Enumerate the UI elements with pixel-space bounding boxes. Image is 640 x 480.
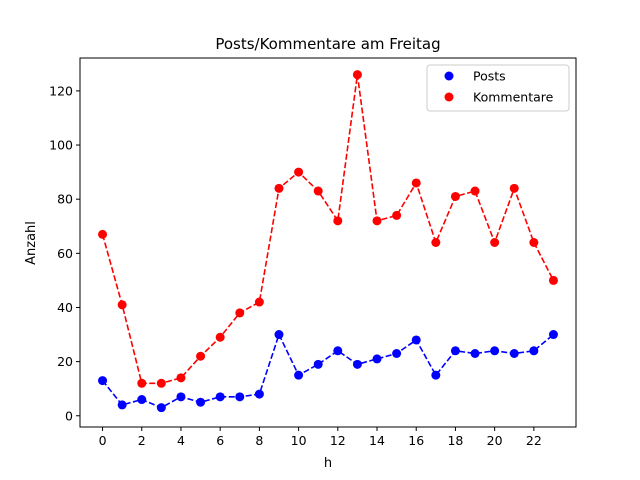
- data-point-kommentare: [156, 378, 166, 388]
- data-point-kommentare: [176, 373, 186, 383]
- x-tick-label: 20: [487, 433, 503, 448]
- data-point-kommentare: [509, 183, 519, 193]
- x-axis: 0 2 4 6 8 10 12 14 16 18 20 22: [99, 427, 542, 448]
- data-point-posts: [117, 400, 127, 410]
- data-point-posts: [392, 348, 402, 358]
- legend-box: [426, 64, 570, 112]
- data-point-posts: [235, 392, 245, 402]
- x-tick-label: 10: [291, 433, 307, 448]
- data-point-posts: [294, 370, 304, 380]
- x-tick-label: 22: [526, 433, 542, 448]
- x-tick-label: 4: [177, 433, 185, 448]
- data-point-posts: [450, 346, 460, 356]
- data-point-kommentare: [411, 178, 421, 188]
- data-point-posts: [98, 376, 108, 386]
- y-axis: 0 20 40 60 80 100 120: [49, 83, 80, 423]
- data-point-posts: [529, 346, 539, 356]
- data-point-kommentare: [196, 351, 206, 361]
- y-tick-label: 20: [57, 354, 73, 369]
- data-point-kommentare: [352, 70, 362, 80]
- data-point-kommentare: [392, 210, 402, 220]
- data-point-posts: [372, 354, 382, 364]
- x-tick-label: 8: [255, 433, 263, 448]
- data-point-kommentare: [490, 238, 500, 247]
- data-point-kommentare: [137, 378, 147, 388]
- data-point-kommentare: [294, 167, 304, 177]
- x-axis-label: h: [324, 456, 332, 471]
- data-point-kommentare: [274, 183, 284, 193]
- y-tick-label: 0: [65, 408, 73, 423]
- data-point-posts: [548, 330, 558, 340]
- data-point-kommentare: [529, 238, 539, 247]
- data-point-posts: [196, 397, 206, 407]
- data-point-posts: [431, 370, 441, 380]
- data-point-posts: [490, 346, 500, 356]
- chart-title: Posts/Kommentare am Freitag: [215, 35, 440, 53]
- data-point-kommentare: [470, 186, 480, 196]
- x-tick-label: 16: [408, 433, 424, 448]
- data-point-posts: [509, 348, 519, 358]
- data-point-kommentare: [254, 297, 264, 307]
- legend-marker-kommentare: [444, 92, 454, 102]
- y-tick-label: 40: [57, 300, 73, 315]
- x-tick-label: 14: [369, 433, 385, 448]
- x-tick-label: 0: [99, 433, 107, 448]
- data-point-posts: [333, 346, 343, 356]
- legend: Posts Kommentare: [426, 64, 570, 112]
- y-axis-label: Anzahl: [24, 221, 39, 265]
- data-point-posts: [156, 403, 166, 413]
- legend-label-kommentare: Kommentare: [473, 90, 554, 105]
- data-point-kommentare: [98, 229, 108, 239]
- data-point-kommentare: [372, 216, 382, 226]
- data-point-posts: [313, 359, 323, 369]
- data-point-kommentare: [333, 216, 343, 226]
- x-tick-label: 18: [447, 433, 463, 448]
- legend-marker-posts: [444, 71, 454, 81]
- y-tick-label: 60: [57, 246, 73, 261]
- data-point-posts: [137, 395, 147, 405]
- data-point-posts: [274, 330, 284, 340]
- x-tick-label: 2: [138, 433, 146, 448]
- plot-area: [98, 70, 558, 413]
- data-point-kommentare: [215, 332, 225, 342]
- data-point-posts: [411, 335, 421, 345]
- data-point-posts: [254, 389, 264, 399]
- data-point-posts: [176, 392, 186, 402]
- x-tick-label: 12: [330, 433, 346, 448]
- data-point-kommentare: [117, 300, 127, 310]
- data-point-posts: [470, 348, 480, 358]
- plot-frame: [79, 57, 577, 428]
- data-point-posts: [352, 359, 362, 369]
- y-tick-label: 120: [49, 83, 73, 98]
- y-tick-label: 100: [49, 138, 73, 153]
- data-point-kommentare: [548, 275, 558, 285]
- data-point-kommentare: [235, 308, 245, 318]
- y-tick-label: 80: [57, 192, 73, 207]
- data-point-posts: [215, 392, 225, 402]
- legend-label-posts: Posts: [473, 69, 506, 84]
- data-point-kommentare: [431, 238, 441, 247]
- data-point-kommentare: [450, 191, 460, 201]
- x-tick-label: 6: [216, 433, 224, 448]
- data-point-kommentare: [313, 186, 323, 196]
